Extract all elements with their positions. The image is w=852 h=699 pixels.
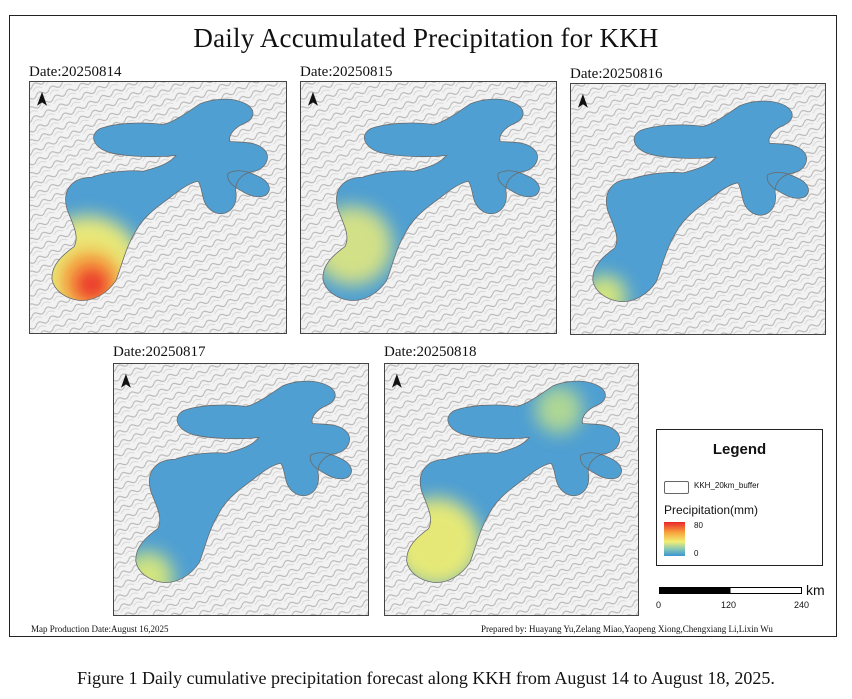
buffer-outline-east — [497, 170, 540, 198]
figure-caption: Figure 1 Daily cumulative precipitation … — [77, 668, 775, 688]
scale-tick-120: 120 — [721, 600, 737, 610]
map-panel-20250815 — [300, 81, 557, 334]
map-svg — [301, 82, 556, 333]
north-arrow-icon — [307, 91, 318, 106]
buffer-outline — [322, 98, 538, 301]
precipitation-color-ramp — [664, 522, 685, 556]
buffer-outline-east — [309, 452, 352, 480]
map-panel-20250816 — [570, 83, 826, 335]
scale-tick-0: 0 — [656, 600, 662, 610]
precipitation-label: Precipitation(mm) — [664, 503, 759, 517]
north-arrow-icon — [391, 373, 402, 388]
precipitation-hotspot-3 — [76, 268, 108, 301]
legend-title: Legend — [712, 441, 767, 458]
scale-bar — [659, 587, 802, 594]
legend-min-value: 0 — [694, 549, 699, 558]
buffer-outline-east — [227, 170, 270, 198]
date-label-4: Date:20250817 — [113, 344, 206, 360]
date-label-5: Date:20250818 — [384, 344, 477, 360]
north-arrow-icon — [577, 93, 588, 108]
scale-unit: km — [806, 582, 825, 598]
date-label-1: Date:20250814 — [29, 64, 122, 80]
date-label-2: Date:20250815 — [300, 64, 393, 80]
buffer-outline — [51, 98, 268, 301]
map-svg — [385, 364, 638, 615]
buffer-swatch — [664, 481, 689, 494]
buffer-outline — [406, 380, 620, 583]
map-title: Daily Accumulated Precipitation for KKH — [193, 23, 659, 53]
precipitation-hotspot-2 — [535, 385, 583, 434]
scale-tick-240: 240 — [794, 600, 810, 610]
map-svg — [30, 82, 286, 333]
map-panel-20250818 — [384, 363, 639, 616]
buffer-outline-east — [579, 452, 622, 480]
map-svg — [114, 364, 368, 615]
buffer-label: KKH_20km_buffer — [694, 481, 760, 490]
north-arrow-icon — [120, 373, 131, 388]
map-svg — [571, 84, 825, 334]
buffer-outline — [592, 100, 807, 302]
date-label-3: Date:20250816 — [570, 66, 663, 82]
buffer-outline-east — [766, 172, 809, 199]
buffer-outline — [135, 380, 350, 583]
prepared-by: Prepared by: Huayang Yu,Zelang Miao,Yaop… — [481, 624, 773, 634]
legend-max-value: 80 — [694, 521, 703, 530]
map-panel-20250814 — [29, 81, 287, 334]
map-panel-20250817 — [113, 363, 369, 616]
production-date: Map Production Date:August 16,2025 — [31, 624, 169, 634]
legend-box: Legend KKH_20km_buffer Precipitation(mm)… — [656, 429, 823, 566]
north-arrow-icon — [37, 91, 47, 106]
